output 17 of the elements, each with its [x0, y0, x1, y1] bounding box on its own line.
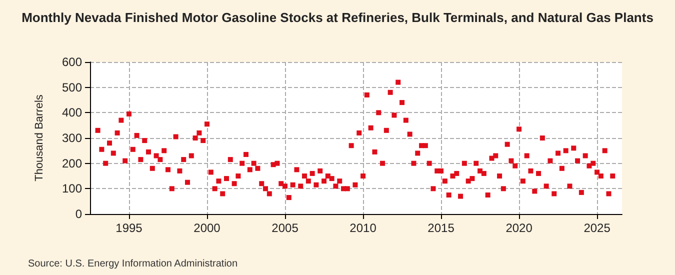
y-tick-label: 400 — [62, 106, 82, 120]
y-tick-label: 0 — [75, 207, 82, 221]
x-tick-label: 2025 — [584, 221, 611, 235]
x-tick-label: 2000 — [194, 221, 221, 235]
y-tick-label: 200 — [62, 156, 82, 170]
x-tick-label: 2010 — [350, 221, 377, 235]
x-tick-label: 2005 — [272, 221, 299, 235]
y-axis-title: Thousand Barrels — [34, 94, 46, 182]
y-tick-label: 300 — [62, 131, 82, 145]
y-tick-label: 500 — [62, 80, 82, 94]
y-tick-label: 100 — [62, 182, 82, 196]
x-tick-label: 2020 — [506, 221, 533, 235]
y-tick-label: 600 — [62, 55, 82, 69]
chart-title: Monthly Nevada Finished Motor Gasoline Stocks at Refineries, Bulk Terminals, and Natural Gas Plants — [22, 10, 654, 25]
x-tick-label: 2015 — [428, 221, 455, 235]
x-tick-label: 1995 — [116, 221, 143, 235]
source-note: Source: U.S. Energy Information Administration — [28, 258, 238, 270]
